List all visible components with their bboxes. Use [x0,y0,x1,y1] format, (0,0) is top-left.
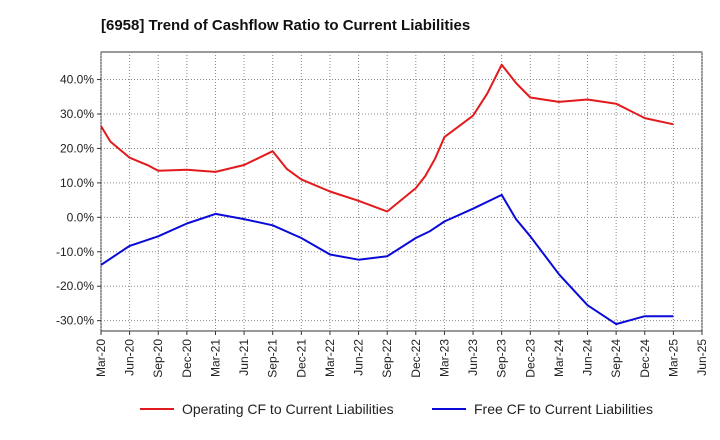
y-tick-label: -10.0% [56,245,94,259]
x-tick-label: Jun-25 [695,339,709,376]
plot-area [100,51,703,332]
legend-label: Free CF to Current Liabilities [474,401,653,417]
x-tick-label: Mar-21 [208,339,222,377]
series-line-operating-cf [100,63,674,213]
x-tick-label: Sep-22 [380,339,394,378]
x-tick-label: Jun-22 [352,339,366,376]
x-tick-label: Sep-24 [609,339,623,378]
x-tick-label: Dec-22 [409,339,423,378]
plot-frame [100,51,703,332]
x-tick-label: Mar-22 [323,339,337,377]
x-tick-label: Jun-24 [581,339,595,376]
y-tick-label: 30.0% [60,107,94,121]
x-tick-label: Mar-24 [552,339,566,377]
legend-item-operating-cf: Operating CF to Current Liabilities [140,401,394,417]
chart-title: [6958] Trend of Cashflow Ratio to Curren… [101,17,470,34]
x-axis: Mar-20 Jun-20 Sep-20 Dec-20 Mar-21 Jun-21 Sep-… [94,331,709,378]
legend: Operating CF to Current Liabilities Free … [140,401,653,417]
x-tick-label: Jun-20 [123,339,137,376]
y-tick-label: -30.0% [56,314,94,328]
x-tick-label: Sep-23 [495,339,509,378]
x-tick-label: Dec-24 [638,339,652,378]
y-axis: 40.0% 30.0% 20.0% 10.0% 0.0% -10.0% -20.0% -30.… [56,73,101,328]
legend-label: Operating CF to Current Liabilities [182,401,394,417]
x-tick-label: Dec-23 [523,339,537,378]
y-tick-label: 0.0% [67,210,95,224]
x-tick-label: Sep-21 [266,339,280,378]
y-tick-label: 40.0% [60,73,94,87]
grid-lines [100,52,703,331]
x-tick-label: Mar-23 [437,339,451,377]
x-tick-label: Mar-25 [666,339,680,377]
x-tick-label: Mar-20 [94,339,108,377]
y-tick-label: -20.0% [56,279,94,293]
y-tick-label: 20.0% [60,141,94,155]
series-line-free-cf [100,193,674,326]
x-tick-label: Sep-20 [151,339,165,378]
x-tick-label: Jun-23 [466,339,480,376]
series-lines [100,63,674,326]
legend-item-free-cf: Free CF to Current Liabilities [432,401,653,417]
y-tick-label: 10.0% [60,176,94,190]
x-tick-label: Jun-21 [237,339,251,376]
x-tick-label: Dec-21 [294,339,308,378]
x-tick-label: Dec-20 [180,339,194,378]
